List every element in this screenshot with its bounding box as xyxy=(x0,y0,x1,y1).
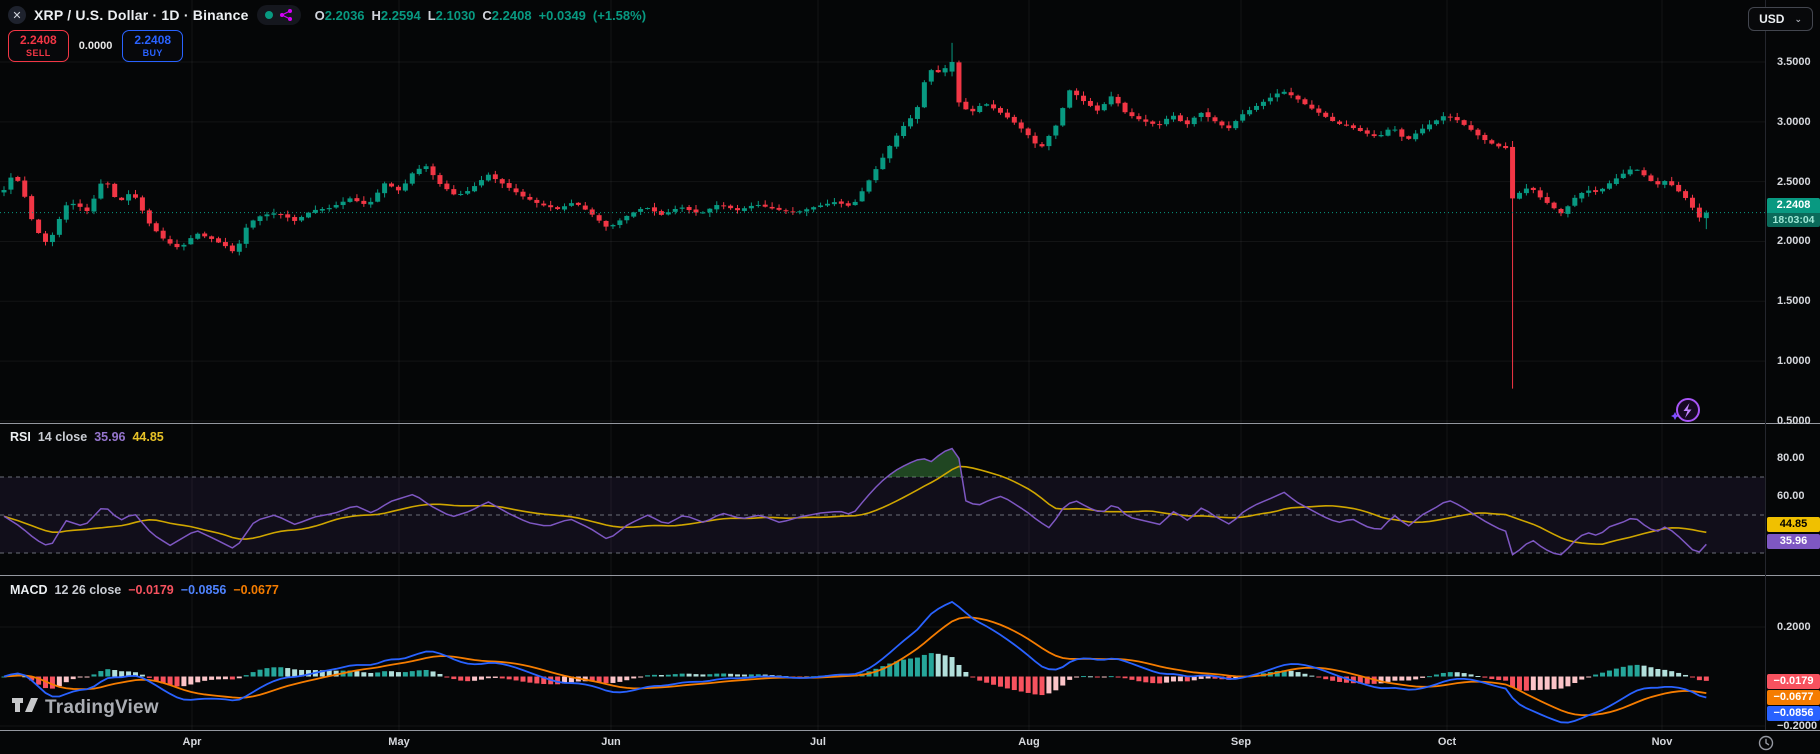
macd-signal-line xyxy=(3,616,1707,717)
price-tick: 2.0000 xyxy=(1777,235,1811,248)
tradingview-logo-icon xyxy=(12,698,38,712)
rsi-line xyxy=(3,447,1707,556)
macd-axis-badge: −0.0677 xyxy=(1767,690,1820,705)
rsi-ma-line xyxy=(3,465,1707,545)
chevron-down-icon: ⌄ xyxy=(1794,13,1802,24)
macd-line xyxy=(3,600,1707,724)
price-tick: 2.5000 xyxy=(1777,175,1811,188)
month-label-jul: Jul xyxy=(810,736,826,748)
share-icon xyxy=(279,9,292,21)
main-series-legend: ✕ XRP / U.S. Dollar · 1D · Binance O2.20… xyxy=(8,5,646,25)
rsi-ma-value: 44.85 xyxy=(132,430,164,444)
sparkle-icon xyxy=(1671,412,1679,420)
macd-legend: MACD 12 26 close −0.0179 −0.0856 −0.0677 xyxy=(10,583,279,597)
candlestick-series xyxy=(1,42,1709,389)
price-tick: 1.5000 xyxy=(1777,295,1811,308)
month-label-may: May xyxy=(388,736,410,748)
month-label-oct: Oct xyxy=(1437,736,1457,748)
rsi-legend: RSI 14 close 35.96 44.85 xyxy=(10,430,164,444)
macd-axis-badge: −0.0179 xyxy=(1767,674,1820,689)
month-label-sep: Sep xyxy=(1230,736,1252,748)
price-tick: 1.0000 xyxy=(1777,355,1811,368)
open-value: 2.2036 xyxy=(324,7,365,23)
chart-canvas[interactable] xyxy=(0,0,1765,730)
rsi-axis-badge: 44.85 xyxy=(1767,517,1820,533)
pane-separator[interactable] xyxy=(0,423,1820,424)
status-pill[interactable] xyxy=(256,5,301,25)
sell-button[interactable]: 2.2408 SELL xyxy=(8,30,69,63)
rsi-tick: 80.00 xyxy=(1777,451,1805,464)
macd-axis-badge: −0.0856 xyxy=(1767,706,1820,721)
change-value: +0.0349 xyxy=(538,7,586,23)
rsi-value: 35.96 xyxy=(94,430,126,444)
symbol-title[interactable]: XRP / U.S. Dollar · 1D · Binance xyxy=(34,7,249,23)
price-tick: 3.0000 xyxy=(1777,115,1811,128)
low-value: 2.1030 xyxy=(435,7,476,23)
month-label-apr: Apr xyxy=(182,736,202,748)
price-tick: 0.5000 xyxy=(1777,414,1811,427)
order-widget: 2.2408 SELL 0.0000 2.2408 BUY xyxy=(8,30,184,63)
macd-tick: −0.2000 xyxy=(1777,720,1818,733)
rsi-axis-badge: 35.96 xyxy=(1767,534,1820,550)
close-icon[interactable]: ✕ xyxy=(8,6,26,24)
streaming-dot-icon xyxy=(264,11,273,19)
buy-button[interactable]: 2.2408 BUY xyxy=(122,30,184,63)
currency-selector[interactable]: USD ⌄ xyxy=(1748,7,1813,31)
spread-value: 0.0000 xyxy=(78,40,113,53)
rsi-overbought-fill xyxy=(887,448,962,477)
price-tick: 3.5000 xyxy=(1777,55,1811,68)
month-label-nov: Nov xyxy=(1651,736,1673,748)
high-value: 2.2594 xyxy=(380,7,421,23)
macd-hist-value: −0.0179 xyxy=(128,583,174,597)
lightning-bolt-icon xyxy=(1683,403,1692,418)
time-axis[interactable]: Apr May Jun Jul Aug Sep Oct Nov xyxy=(0,731,1820,754)
price-axis[interactable]: 2.2408 18:03:04 3.5000 3.0000 2.5000 2.0000… xyxy=(1765,0,1820,733)
change-percent: (+1.58%) xyxy=(592,7,647,23)
time-axis-separator xyxy=(0,730,1820,731)
bar-countdown: 18:03:04 xyxy=(1767,212,1820,227)
tradingview-watermark: TradingView xyxy=(12,697,159,719)
macd-tick: 0.2000 xyxy=(1777,620,1811,633)
month-label-aug: Aug xyxy=(1018,736,1040,748)
macd-line-value: −0.0856 xyxy=(180,583,227,597)
lightning-button[interactable] xyxy=(1668,396,1702,431)
ohlc-readout: O2.2036 H2.2594 L2.1030 C2.2408 +0.0349 … xyxy=(314,7,647,23)
clock-icon[interactable] xyxy=(1757,734,1775,754)
last-price-badge: 2.2408 18:03:04 xyxy=(1767,197,1820,227)
close-value: 2.2408 xyxy=(491,7,532,23)
rsi-tick: 60.00 xyxy=(1777,489,1805,502)
macd-signal-value: −0.0677 xyxy=(233,583,279,597)
pane-separator[interactable] xyxy=(0,575,1820,576)
month-label-jun: Jun xyxy=(601,736,621,748)
